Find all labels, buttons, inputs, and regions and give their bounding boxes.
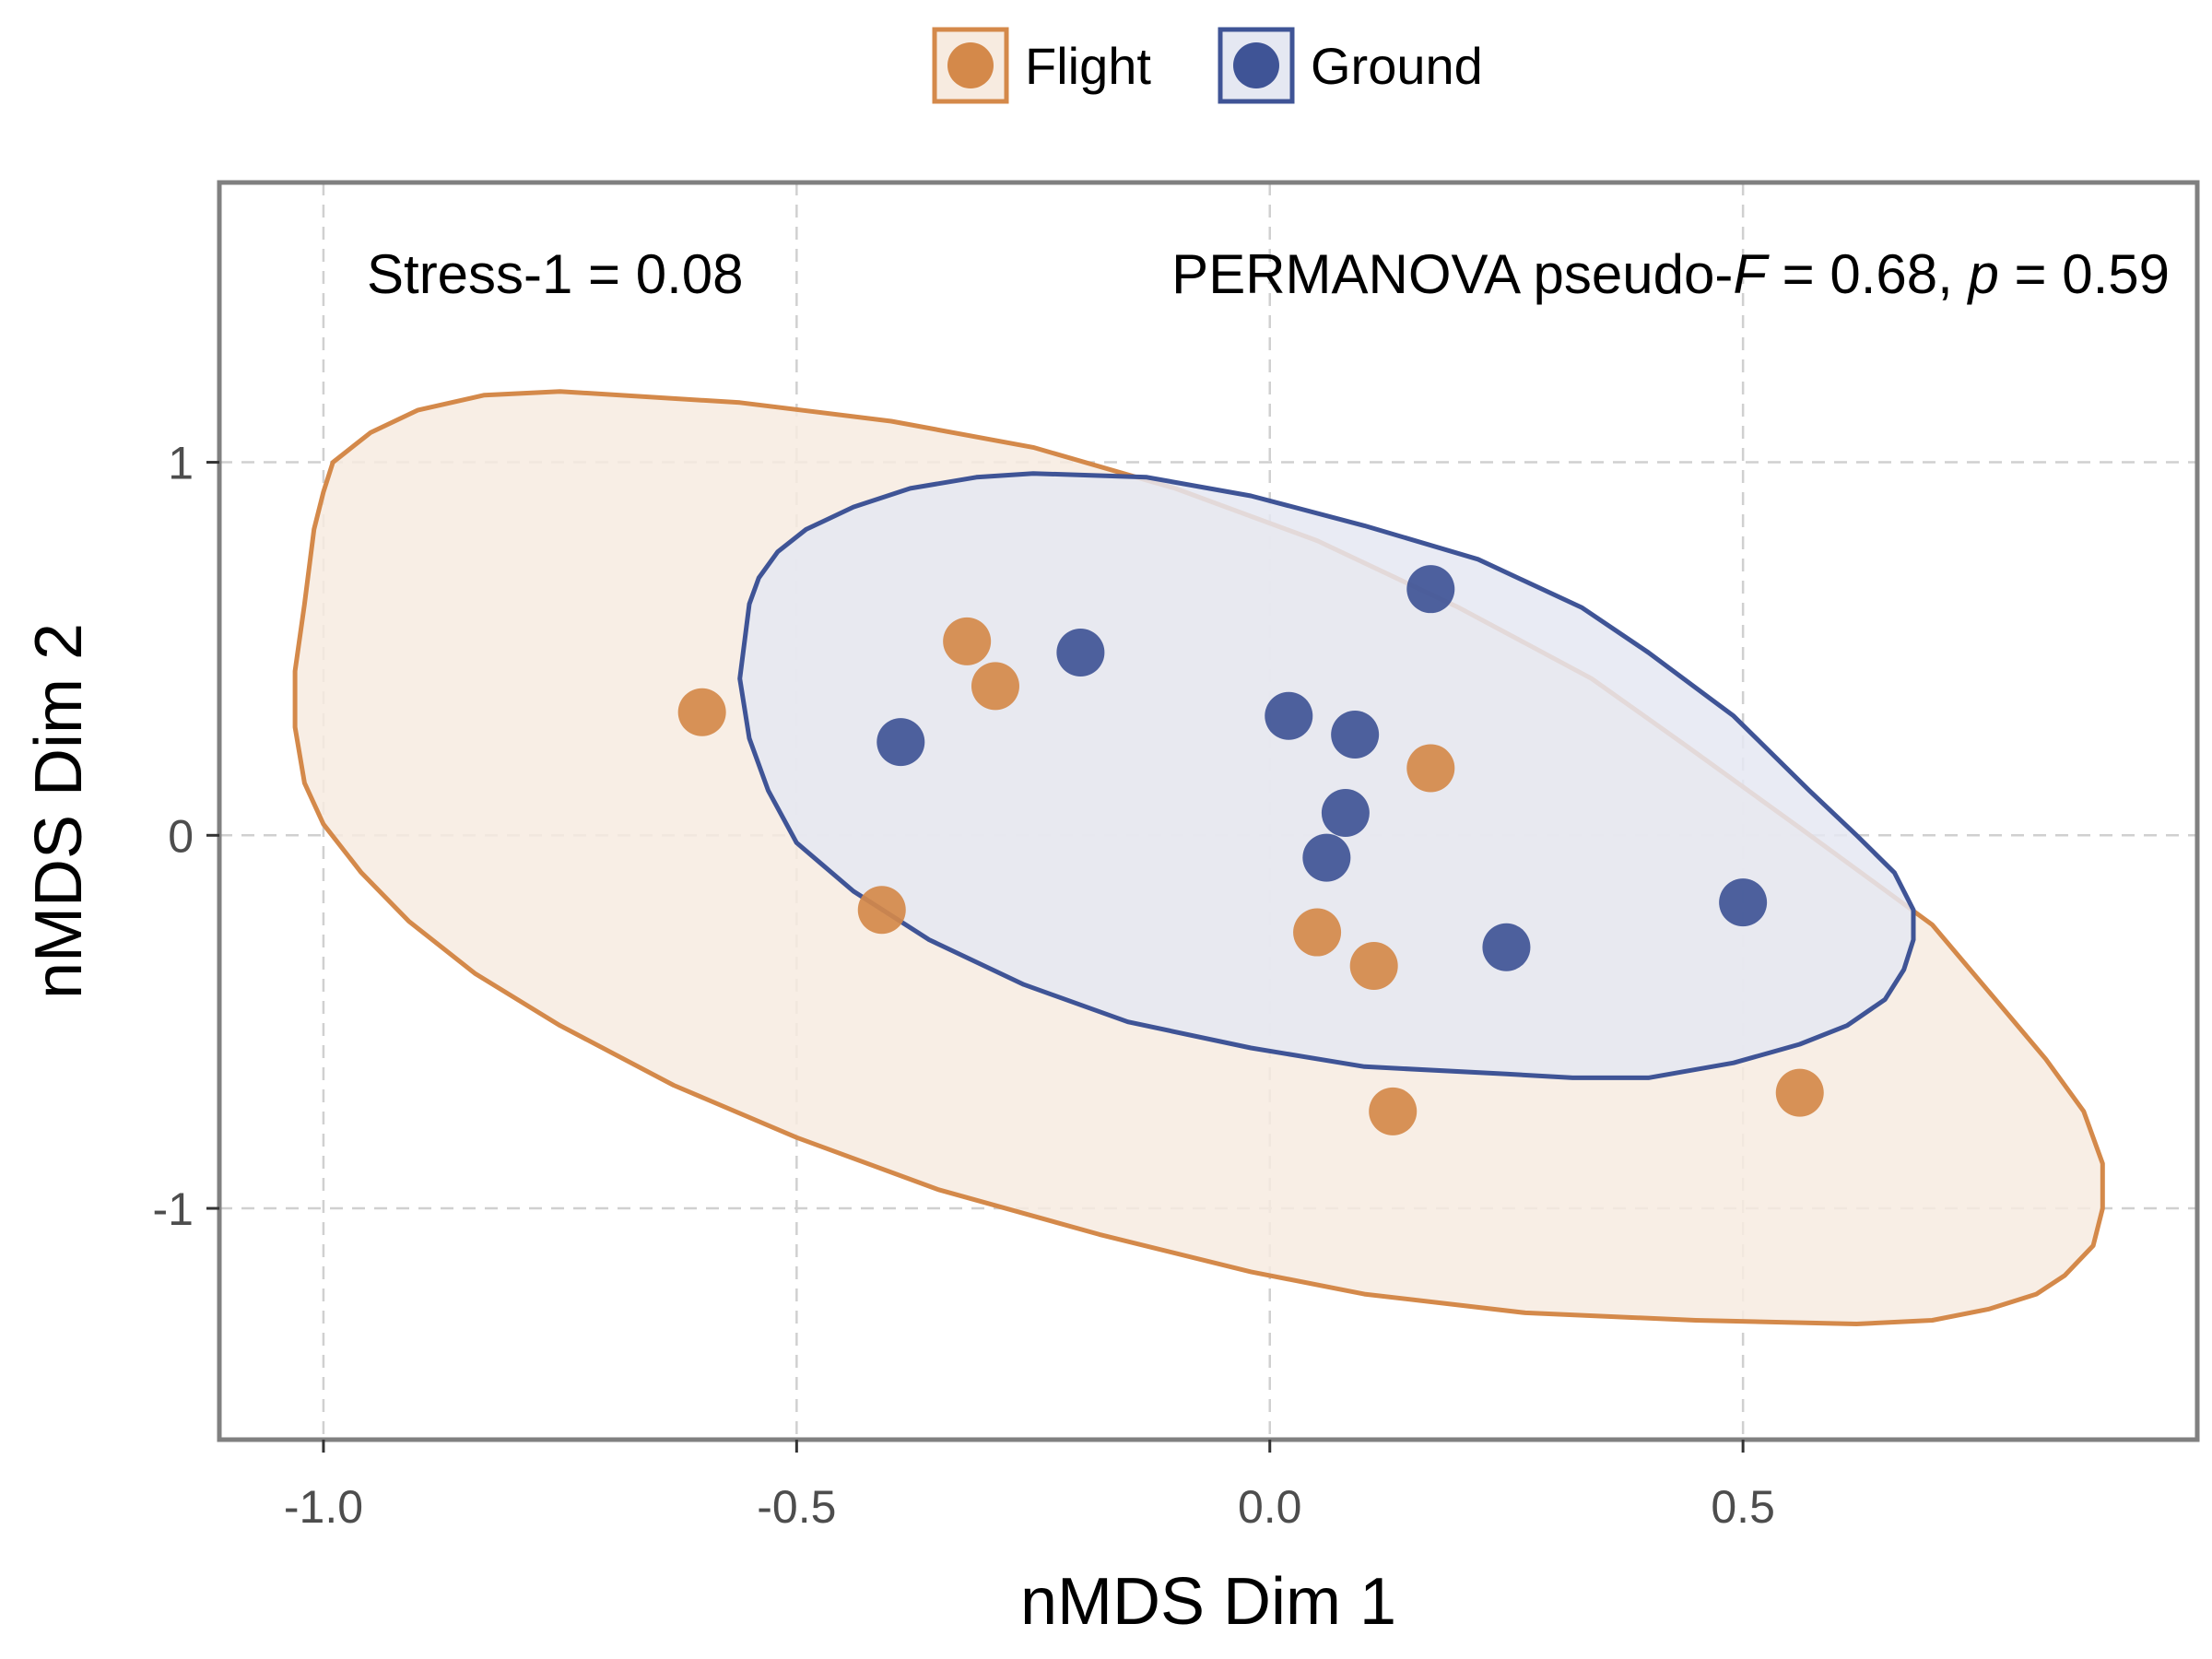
- point-ground-0: [877, 718, 925, 767]
- legend: Flight Ground: [932, 27, 1483, 104]
- legend-marker-ground: [1233, 42, 1279, 88]
- permanova-prefix: PERMANOVA pseudo-: [1171, 243, 1733, 305]
- stress-annotation: Stress-1 = 0.08: [367, 243, 744, 305]
- point-ground-8: [1719, 878, 1768, 927]
- x-tick-label-3: 0.5: [1711, 1481, 1775, 1533]
- x-tick-label-1: -0.5: [757, 1481, 836, 1533]
- legend-marker-flight: [947, 42, 994, 88]
- point-flight-8: [1775, 1068, 1824, 1117]
- point-flight-4: [1406, 744, 1455, 793]
- legend-label-ground: Ground: [1311, 37, 1483, 95]
- y-tick-label-0: -1: [153, 1183, 194, 1235]
- x-axis-title: nMDS Dim 1: [1020, 1565, 1396, 1639]
- point-flight-2: [971, 662, 1019, 711]
- point-ground-1: [1056, 628, 1105, 677]
- permanova-f-value: = 0.68,: [1767, 243, 1969, 305]
- ellipse-ground: [737, 471, 1916, 1080]
- point-flight-0: [677, 688, 726, 736]
- y-axis: -1 0 1: [153, 438, 219, 1235]
- point-flight-5: [1293, 908, 1342, 957]
- x-tick-label-0: -1.0: [284, 1481, 363, 1533]
- permanova-p-value: = 0.59: [1999, 243, 2170, 305]
- point-ground-7: [1482, 923, 1531, 971]
- plot-frame: [217, 180, 2200, 1442]
- x-axis: -1.0 -0.5 0.0 0.5: [284, 1440, 1775, 1533]
- point-flight-1: [943, 617, 992, 665]
- y-tick-label-2: 1: [168, 438, 194, 489]
- point-ground-4: [1331, 711, 1380, 759]
- confidence-ellipses: [292, 389, 2105, 1326]
- y-axis-title: nMDS Dim 2: [22, 623, 96, 999]
- point-flight-3: [857, 886, 906, 935]
- y-tick-label-1: 0: [168, 810, 194, 862]
- legend-label-flight: Flight: [1025, 37, 1151, 95]
- x-tick-label-2: 0.0: [1238, 1481, 1302, 1533]
- permanova-f-symbol: F: [1733, 243, 1770, 305]
- data-points: [677, 565, 1824, 1135]
- legend-key-flight: [932, 27, 1009, 104]
- permanova-p-symbol: p: [1966, 243, 1998, 305]
- permanova-annotation: PERMANOVA pseudo-F = 0.68, p = 0.59: [1171, 243, 2170, 305]
- point-flight-6: [1349, 941, 1398, 990]
- point-ground-6: [1302, 833, 1351, 882]
- point-flight-7: [1369, 1087, 1418, 1135]
- point-ground-2: [1406, 565, 1455, 614]
- point-ground-3: [1265, 691, 1313, 740]
- point-ground-5: [1321, 789, 1370, 838]
